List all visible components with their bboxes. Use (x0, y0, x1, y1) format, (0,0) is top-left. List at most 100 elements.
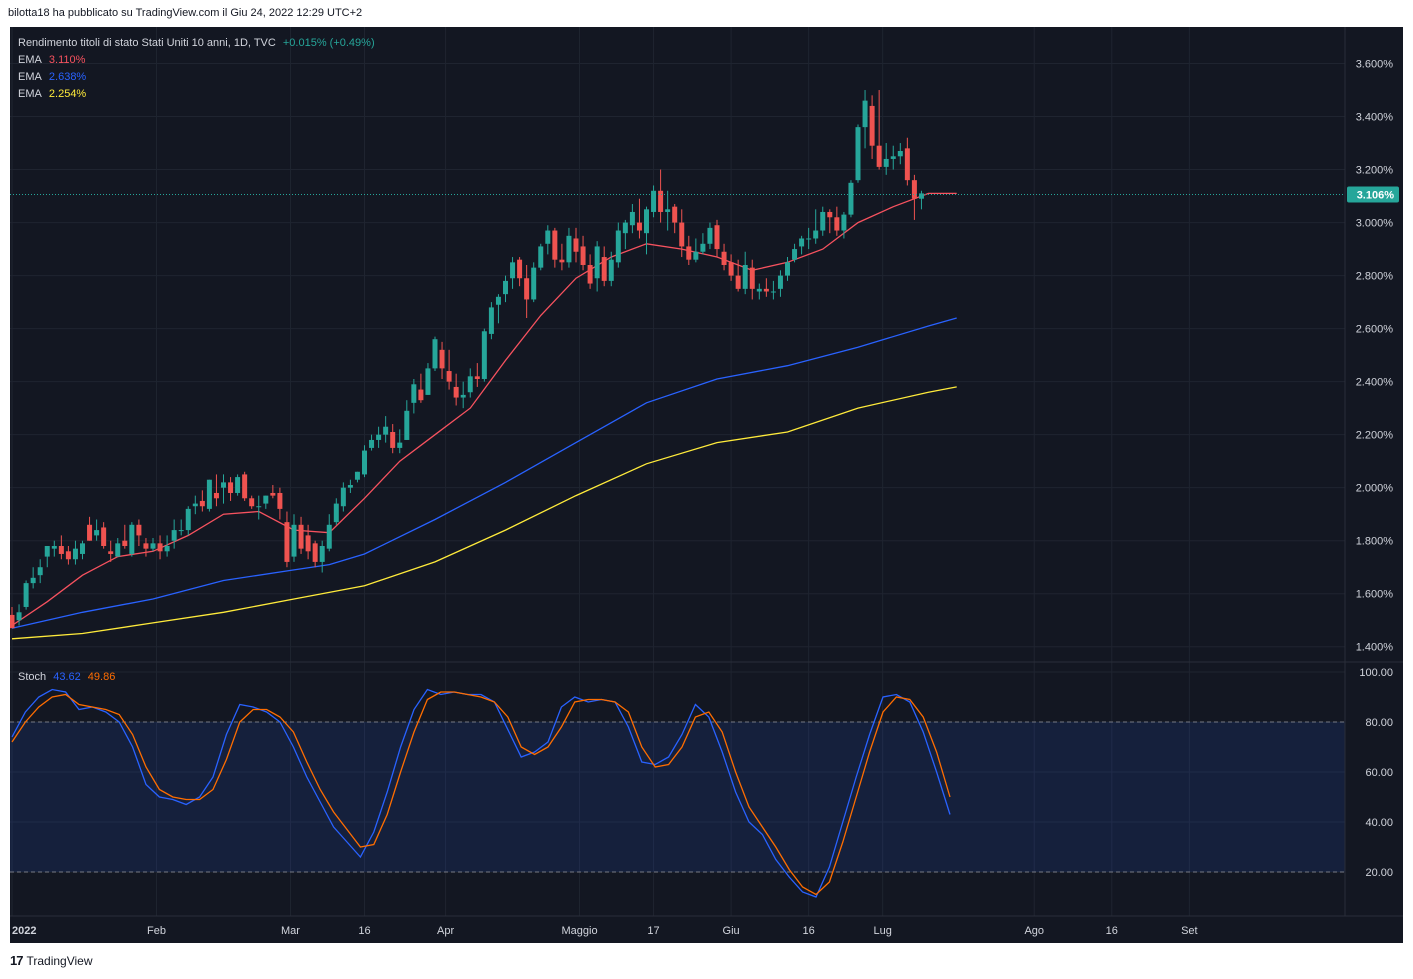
candle-body (178, 530, 184, 532)
legend-ema-row: EMA 2.254% (18, 86, 379, 103)
legend-ema-label: EMA (18, 88, 42, 100)
candle (538, 243, 544, 271)
time-tick-label: 17 (647, 925, 659, 937)
price-tick-label: 2.800% (1356, 271, 1394, 283)
candle-body (58, 546, 64, 554)
candle-body (340, 487, 346, 507)
candle-body (390, 432, 396, 448)
candle (531, 262, 537, 303)
stoch-d-value: 49.86 (87, 671, 116, 683)
candle (80, 540, 85, 560)
candle-body (80, 543, 85, 554)
candle (474, 363, 480, 387)
candle (834, 206, 840, 236)
last-price-label: 3.106% (1357, 189, 1395, 201)
candle-body (721, 251, 727, 265)
candle-body (453, 386, 459, 398)
candle (672, 204, 678, 234)
price-tick-label: 3.400% (1356, 112, 1394, 124)
candle-body (157, 543, 163, 552)
candle-body (777, 275, 783, 289)
stoch-band (10, 722, 1345, 872)
candle-body (813, 230, 819, 239)
stoch-d-line (11, 691, 951, 896)
time-tick-label: Mar (281, 925, 300, 937)
candle-body (263, 495, 269, 504)
time-tick-label: Maggio (561, 925, 597, 937)
candle-body (164, 546, 170, 552)
candle (30, 567, 36, 589)
candle-body (742, 264, 748, 289)
candle-body (749, 267, 755, 289)
candle (16, 604, 22, 626)
candle (256, 495, 262, 520)
chart-svg[interactable]: 1.400% 1.600% 1.800% 2.000% 2.200% 2.400% 2.60… (10, 27, 1403, 943)
candle-body (686, 246, 692, 260)
candle-body (185, 508, 191, 531)
candle (777, 270, 783, 297)
legend-ema-row: EMA 2.638% (18, 69, 379, 86)
candle (340, 482, 346, 512)
candle-body (911, 180, 917, 199)
candle-body (735, 275, 741, 289)
candle (115, 538, 121, 557)
candle-body (362, 450, 367, 475)
candle-body (256, 506, 262, 508)
candle-body (693, 251, 699, 260)
footer: 17 TradingView (10, 953, 93, 968)
time-tick-label: 16 (358, 925, 370, 937)
stoch-tick-label: 60.00 (1365, 767, 1393, 779)
candle-body (16, 612, 22, 621)
candle (221, 474, 226, 504)
candle-body (792, 249, 798, 260)
candle-body (228, 482, 234, 493)
candle (51, 540, 57, 557)
chart-frame[interactable]: 1.400% 1.600% 1.800% 2.000% 2.200% 2.400% 2.60… (10, 27, 1403, 943)
ema-line-1 (11, 192, 957, 627)
candle-body (580, 246, 586, 265)
candle-body (799, 238, 805, 247)
candle-body (503, 280, 508, 295)
candle (291, 514, 297, 562)
candle-body (418, 389, 424, 401)
candle-body (876, 145, 882, 167)
legend-ema-label: EMA (18, 54, 42, 66)
footer-brand: TradingView (26, 953, 93, 968)
stoch-tick-label: 100.00 (1359, 667, 1393, 679)
candle (658, 169, 664, 223)
candle (827, 209, 833, 234)
candle-body (94, 530, 100, 536)
candle-body (700, 243, 706, 252)
candle-body (376, 434, 382, 440)
candle (587, 254, 593, 289)
candle (404, 400, 410, 440)
price-tick-label: 2.600% (1356, 324, 1394, 336)
candle-body (51, 546, 57, 549)
candle (848, 180, 854, 218)
candle (383, 416, 389, 443)
candle (686, 235, 692, 265)
candle (354, 471, 360, 483)
candle-body (150, 543, 156, 549)
candle-body (235, 477, 241, 493)
stoch-tick-label: 20.00 (1365, 867, 1393, 879)
candle (213, 474, 219, 507)
candle (869, 95, 875, 159)
candle-body (827, 211, 833, 218)
candle-body (249, 498, 255, 507)
last-price-badge (1347, 186, 1399, 203)
candle (418, 373, 424, 403)
candle-body (897, 150, 903, 157)
candle-body (559, 259, 565, 263)
candle (488, 302, 494, 340)
candle-body (30, 577, 36, 584)
price-tick-label: 3.600% (1356, 59, 1394, 71)
candle-body (552, 230, 558, 260)
candle-body (467, 376, 473, 393)
candle (157, 535, 163, 560)
candle (707, 222, 713, 250)
candle-body (122, 540, 128, 547)
price-tick-label: 2.200% (1356, 430, 1394, 442)
candle-body (383, 426, 389, 435)
price-tick-label: 1.800% (1356, 536, 1394, 548)
